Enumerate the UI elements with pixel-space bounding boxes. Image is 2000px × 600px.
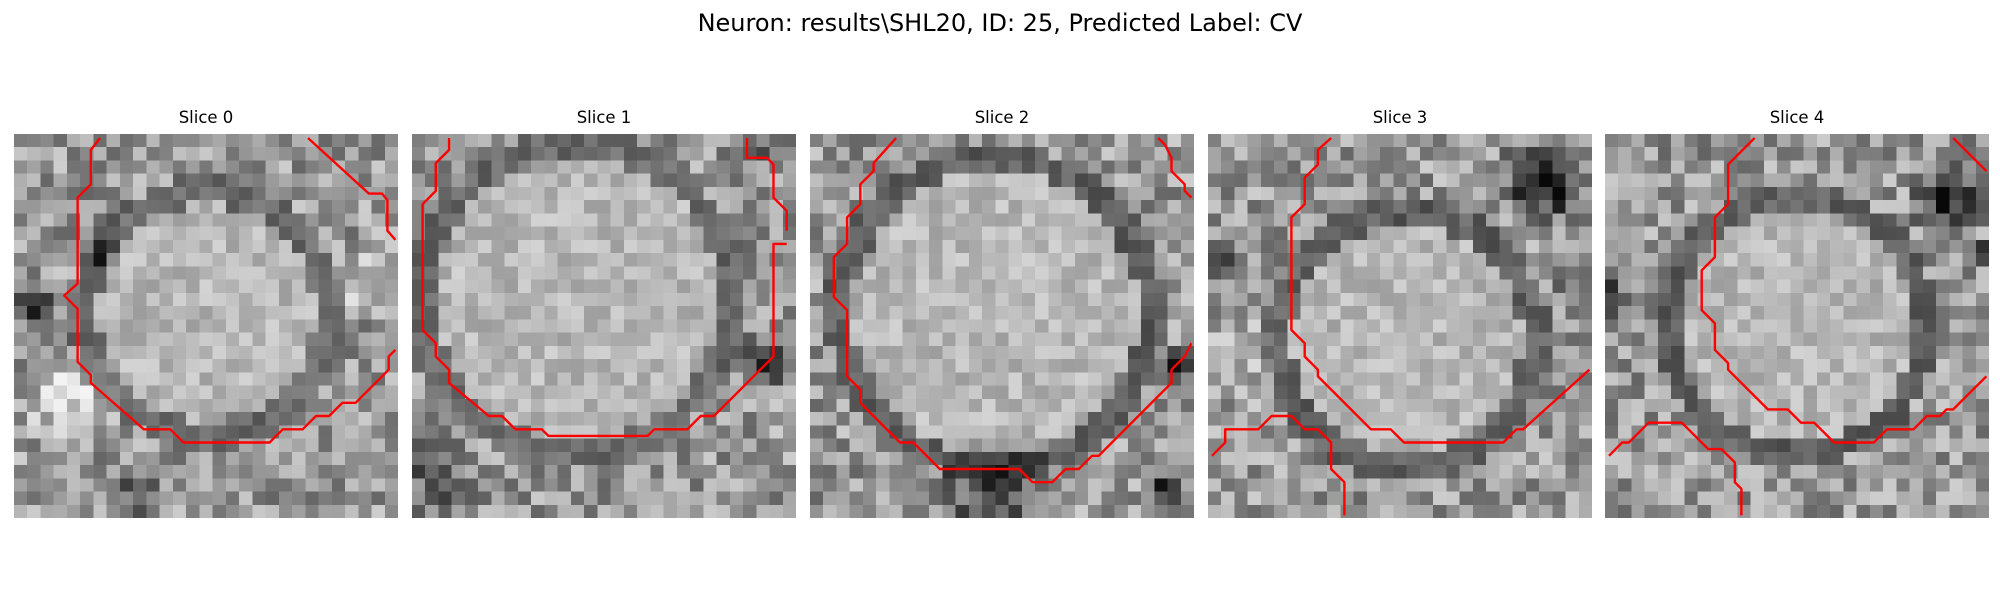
segmentation-contour [421, 138, 787, 438]
slice-panel-2: Slice 2 [810, 108, 1194, 518]
microscopy-patch [412, 134, 796, 518]
slice-panel-1: Slice 1 [412, 108, 796, 518]
segmentation-contour [1211, 414, 1346, 516]
slice-title: Slice 0 [178, 108, 234, 127]
slice-image [810, 134, 1194, 518]
segmentation-contour [307, 137, 397, 241]
microscopy-patch [14, 134, 398, 518]
slice-panel-3: Slice 3 [1208, 108, 1592, 518]
slice-image [1208, 134, 1592, 518]
slice-title: Slice 2 [974, 108, 1030, 127]
slice-image [14, 134, 398, 518]
slice-title: Slice 3 [1372, 108, 1428, 127]
slice-title: Slice 1 [576, 108, 632, 127]
slice-image [1605, 134, 1989, 518]
segmentation-contour [1157, 137, 1193, 199]
segmentation-contour [1608, 421, 1743, 516]
slice-image [412, 134, 796, 518]
slice-panel-0: Slice 0 [14, 108, 398, 518]
figure-title: Neuron: results\SHL20, ID: 25, Predicted… [697, 9, 1303, 37]
microscopy-patch [810, 134, 1194, 518]
microscopy-patch [1208, 134, 1592, 518]
segmentation-contour [1290, 137, 1591, 444]
segmentation-contour [745, 138, 788, 231]
slice-title: Slice 4 [1769, 108, 1825, 127]
slice-panel-4: Slice 4 [1605, 108, 1989, 518]
microscopy-patch [1605, 134, 1989, 518]
segmentation-contour [1952, 137, 1988, 172]
segmentation-contour [832, 137, 1193, 484]
segmentation-contour [63, 137, 397, 444]
segmentation-contour [1700, 137, 1988, 444]
